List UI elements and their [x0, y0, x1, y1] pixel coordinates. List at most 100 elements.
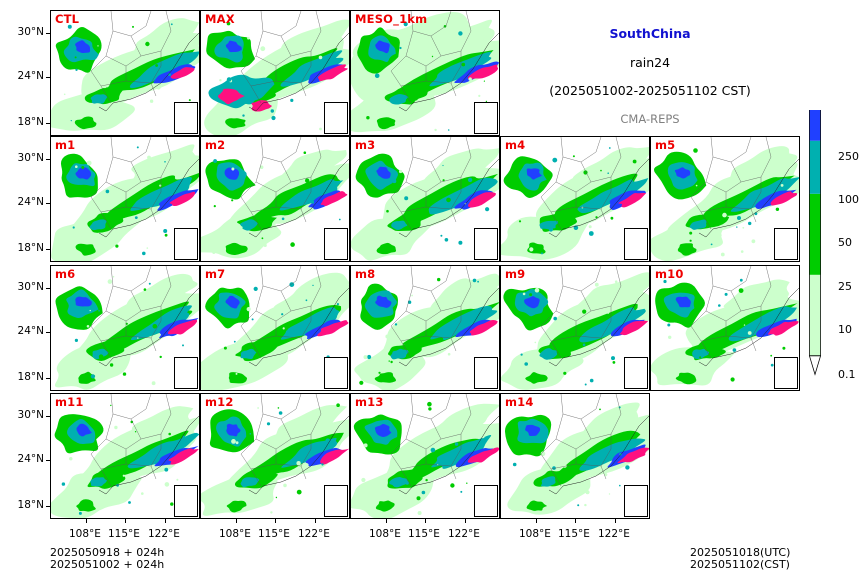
lon-tick	[165, 519, 166, 523]
colorbar-label: 100	[838, 193, 859, 206]
init-line-cst: 2025051002 + 024h	[50, 558, 165, 571]
panel-label: MAX	[205, 12, 235, 26]
colorbar-segment	[809, 274, 821, 356]
south-sea-inset	[324, 357, 348, 389]
rainfall-map	[204, 11, 349, 135]
colorbar-label: 25	[838, 280, 852, 293]
lon-tick	[125, 519, 126, 523]
colorbar-label: 50	[838, 236, 852, 249]
panel-label: m6	[55, 267, 76, 281]
lon-tick-label: 108°E	[69, 528, 101, 540]
panel-label: m2	[205, 138, 226, 152]
lon-tick-label: 122°E	[598, 528, 630, 540]
panel-m12: m12	[200, 393, 350, 519]
rainfall-map	[51, 11, 199, 131]
lat-tick	[46, 203, 50, 204]
lat-tick	[46, 249, 50, 250]
south-sea-inset	[174, 357, 198, 389]
panel-m5: m5	[650, 136, 800, 262]
panel-label: m4	[505, 138, 526, 152]
panel-label: m12	[205, 395, 234, 409]
lat-tick-label: 24°N	[17, 453, 44, 465]
panel-label: m13	[355, 395, 384, 409]
panel-meso-1km: MESO_1km	[350, 10, 500, 136]
panel-m4: m4	[500, 136, 650, 262]
rainfall-map	[651, 137, 799, 261]
rainfall-map	[54, 266, 199, 390]
lon-tick	[575, 519, 576, 523]
panel-label: m1	[55, 138, 76, 152]
valid-time-block: 2025051018(UTC) 2025051102(CST)	[690, 547, 790, 571]
south-sea-inset	[174, 102, 198, 134]
south-sea-inset	[474, 485, 498, 517]
region-title: SouthChina	[609, 26, 691, 41]
panel-m13: m13	[350, 393, 500, 519]
lat-tick	[46, 77, 50, 78]
south-sea-inset	[474, 228, 498, 260]
colorbar-label: 250	[838, 150, 859, 163]
lat-tick-label: 18°N	[17, 242, 44, 254]
panel-label: m3	[355, 138, 376, 152]
lat-tick	[46, 123, 50, 124]
rainfall-map	[51, 137, 199, 261]
panel-m2: m2	[200, 136, 350, 262]
south-sea-inset	[774, 228, 798, 260]
panel-label: m5	[655, 138, 676, 152]
lon-tick-label: 115°E	[258, 528, 290, 540]
rainfall-map	[351, 137, 499, 261]
south-sea-inset	[474, 357, 498, 389]
lat-tick-label: 18°N	[17, 371, 44, 383]
lat-tick-label: 30°N	[17, 152, 44, 164]
system-title: CMA-REPS	[620, 112, 680, 126]
panel-label: m8	[355, 267, 376, 281]
rainfall-map	[351, 394, 499, 518]
lon-tick	[236, 519, 237, 523]
lat-tick-label: 24°N	[17, 70, 44, 82]
lon-tick	[425, 519, 426, 523]
rainfall-map	[201, 394, 349, 516]
south-sea-inset	[624, 357, 648, 389]
panel-label: m14	[505, 395, 534, 409]
lon-tick-label: 122°E	[148, 528, 180, 540]
rainfall-map	[201, 137, 349, 259]
lat-tick-label: 30°N	[17, 281, 44, 293]
lat-tick-label: 18°N	[17, 499, 44, 511]
lat-tick	[46, 378, 50, 379]
lat-tick-label: 30°N	[17, 26, 44, 38]
rainfall-map	[501, 266, 649, 390]
rainfall-map	[351, 11, 499, 133]
south-sea-inset	[324, 102, 348, 134]
lat-tick	[46, 288, 50, 289]
panel-m11: m11	[50, 393, 200, 519]
lat-tick	[46, 460, 50, 461]
valid-time-utc: 2025051018(UTC)	[690, 546, 791, 559]
init-time-block: 2025050918 + 024h 2025051002 + 024h	[50, 547, 164, 571]
lat-tick	[46, 506, 50, 507]
lon-tick-label: 122°E	[298, 528, 330, 540]
south-sea-inset	[324, 228, 348, 260]
panel-ctl: CTL	[50, 10, 200, 136]
panel-label: m10	[655, 267, 684, 281]
lon-tick	[86, 519, 87, 523]
lat-tick-label: 24°N	[17, 196, 44, 208]
panel-m10: m10	[650, 265, 800, 391]
rainfall-map	[354, 266, 499, 390]
panel-m14: m14	[500, 393, 650, 519]
lon-tick-label: 115°E	[558, 528, 590, 540]
south-sea-inset	[324, 485, 348, 517]
rainfall-map	[651, 266, 799, 386]
lon-tick	[615, 519, 616, 523]
lat-tick-label: 30°N	[17, 409, 44, 421]
colorbar-frame	[809, 110, 821, 357]
south-sea-inset	[174, 228, 198, 260]
colorbar-under-triangle	[808, 355, 822, 376]
lon-tick	[275, 519, 276, 523]
panel-m6: m6	[50, 265, 200, 391]
colorbar-label: 0.1	[838, 368, 856, 381]
lon-tick-label: 108°E	[219, 528, 251, 540]
lon-tick-label: 115°E	[108, 528, 140, 540]
lat-tick	[46, 159, 50, 160]
lat-tick	[46, 332, 50, 333]
lat-tick	[46, 33, 50, 34]
